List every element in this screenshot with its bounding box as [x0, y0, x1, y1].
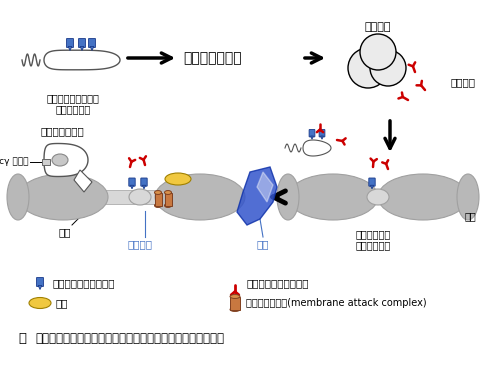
Ellipse shape	[457, 174, 479, 220]
Ellipse shape	[277, 174, 299, 220]
Ellipse shape	[52, 154, 68, 166]
Polygon shape	[311, 136, 314, 139]
Ellipse shape	[367, 189, 389, 205]
FancyBboxPatch shape	[78, 38, 85, 47]
Polygon shape	[130, 185, 134, 189]
Text: 脱髄: 脱髄	[257, 239, 269, 249]
FancyBboxPatch shape	[369, 178, 375, 186]
Text: 膜傷害性複合体(membrane attack complex): 膜傷害性複合体(membrane attack complex)	[246, 298, 427, 308]
Circle shape	[348, 48, 388, 88]
Bar	[230, 297, 240, 310]
Circle shape	[370, 50, 406, 86]
Ellipse shape	[288, 174, 378, 220]
Ellipse shape	[165, 173, 191, 185]
Circle shape	[360, 34, 396, 70]
FancyBboxPatch shape	[89, 38, 96, 47]
Ellipse shape	[129, 189, 151, 205]
Polygon shape	[303, 140, 331, 156]
Polygon shape	[74, 170, 92, 192]
FancyBboxPatch shape	[129, 178, 135, 186]
Text: ランビエ絞輪
（末梢神経）: ランビエ絞輪 （末梢神経）	[355, 229, 391, 251]
Ellipse shape	[155, 174, 245, 220]
Bar	[165, 192, 172, 206]
Polygon shape	[44, 50, 120, 70]
Text: 髄鞘: 髄鞘	[464, 211, 476, 221]
Polygon shape	[80, 47, 84, 50]
Text: 軸索: 軸索	[59, 227, 71, 237]
FancyBboxPatch shape	[141, 178, 147, 186]
Ellipse shape	[165, 204, 172, 207]
Polygon shape	[68, 47, 72, 50]
Ellipse shape	[154, 191, 162, 194]
Polygon shape	[44, 144, 88, 176]
Bar	[42, 159, 50, 165]
Ellipse shape	[165, 191, 172, 194]
Bar	[38, 190, 225, 204]
Text: ガングリオシド様糖鎖: ガングリオシド様糖鎖	[52, 278, 115, 288]
FancyBboxPatch shape	[36, 278, 44, 286]
Text: 図: 図	[18, 332, 26, 345]
Polygon shape	[143, 185, 146, 189]
Text: 軸索障害: 軸索障害	[127, 239, 152, 249]
Bar	[308, 190, 448, 204]
Polygon shape	[38, 285, 42, 289]
Ellipse shape	[378, 174, 468, 220]
Ellipse shape	[29, 298, 51, 308]
Polygon shape	[237, 167, 277, 225]
FancyBboxPatch shape	[319, 129, 325, 137]
Text: 感染～免疫反応: 感染～免疫反応	[183, 51, 242, 65]
FancyBboxPatch shape	[309, 129, 315, 137]
Text: カンピロバクター・
ジェジュニ菌: カンピロバクター・ ジェジュニ菌	[47, 93, 99, 115]
Bar	[154, 192, 162, 206]
Polygon shape	[370, 185, 373, 189]
Text: 形質細胞: 形質細胞	[365, 22, 391, 32]
Polygon shape	[320, 136, 323, 139]
FancyBboxPatch shape	[67, 38, 74, 47]
Polygon shape	[257, 172, 273, 202]
Ellipse shape	[18, 174, 108, 220]
Ellipse shape	[230, 308, 240, 311]
Text: 自己抗体: 自己抗体	[450, 77, 475, 87]
Text: 抗ガングリオシド抗体: 抗ガングリオシド抗体	[246, 278, 309, 288]
Text: マクロファージ: マクロファージ	[40, 126, 84, 136]
Ellipse shape	[230, 295, 240, 298]
Text: 補体: 補体	[55, 298, 68, 308]
Ellipse shape	[7, 174, 29, 220]
Text: Fcγ 受容体: Fcγ 受容体	[0, 157, 28, 166]
Text: ギラン・バレー症候群における抗体介在性神経傷害（推定）: ギラン・バレー症候群における抗体介在性神経傷害（推定）	[35, 332, 224, 345]
Ellipse shape	[154, 204, 162, 207]
Polygon shape	[90, 47, 94, 50]
